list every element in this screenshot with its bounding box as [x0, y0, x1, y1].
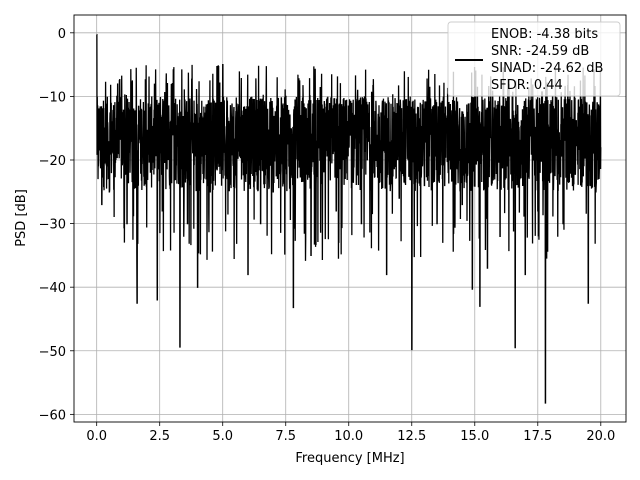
y-tick-label: −50: [39, 345, 66, 360]
y-tick-label: −30: [39, 218, 66, 233]
y-tick-label: −10: [39, 90, 66, 105]
legend-snr: SNR: -24.59 dB: [491, 44, 589, 59]
x-tick-label: 2.5: [149, 429, 170, 444]
x-axis-label: Frequency [MHz]: [295, 451, 404, 466]
legend-enob: ENOB: -4.38 bits: [491, 27, 598, 42]
plot-frame: [73, 14, 627, 423]
y-axis-label: PSD [dB]: [14, 189, 29, 247]
y-tick-label: −40: [39, 281, 66, 296]
legend-sinad: SINAD: -24.62 dB: [491, 61, 603, 76]
plot-area: [96, 34, 602, 404]
x-tick-label: 20.0: [586, 429, 615, 444]
legend: ENOB: -4.38 bits SNR: -24.59 dB SINAD: -…: [447, 21, 621, 97]
x-tick-label: 7.5: [275, 429, 296, 444]
legend-box: [447, 21, 621, 97]
legend-sfdr: SFDR: 0.44: [491, 78, 563, 93]
x-tick-label: 15.0: [460, 429, 489, 444]
x-axis-ticks: 0.0 2.5 5.0 7.5 10.0 12.5 15.0 17.5 20.0: [86, 422, 615, 444]
x-tick-label: 0.0: [86, 429, 107, 444]
x-tick-label: 17.5: [523, 429, 552, 444]
y-tick-label: −60: [39, 408, 66, 423]
psd-series-line: [96, 34, 602, 404]
x-tick-label: 12.5: [397, 429, 426, 444]
y-tick-label: −20: [39, 154, 66, 169]
x-tick-label: 5.0: [212, 429, 233, 444]
x-tick-label: 10.0: [334, 429, 363, 444]
y-tick-label: 0: [58, 27, 66, 42]
y-axis-ticks: 0 −10 −20 −30 −40 −50 −60: [39, 27, 74, 423]
